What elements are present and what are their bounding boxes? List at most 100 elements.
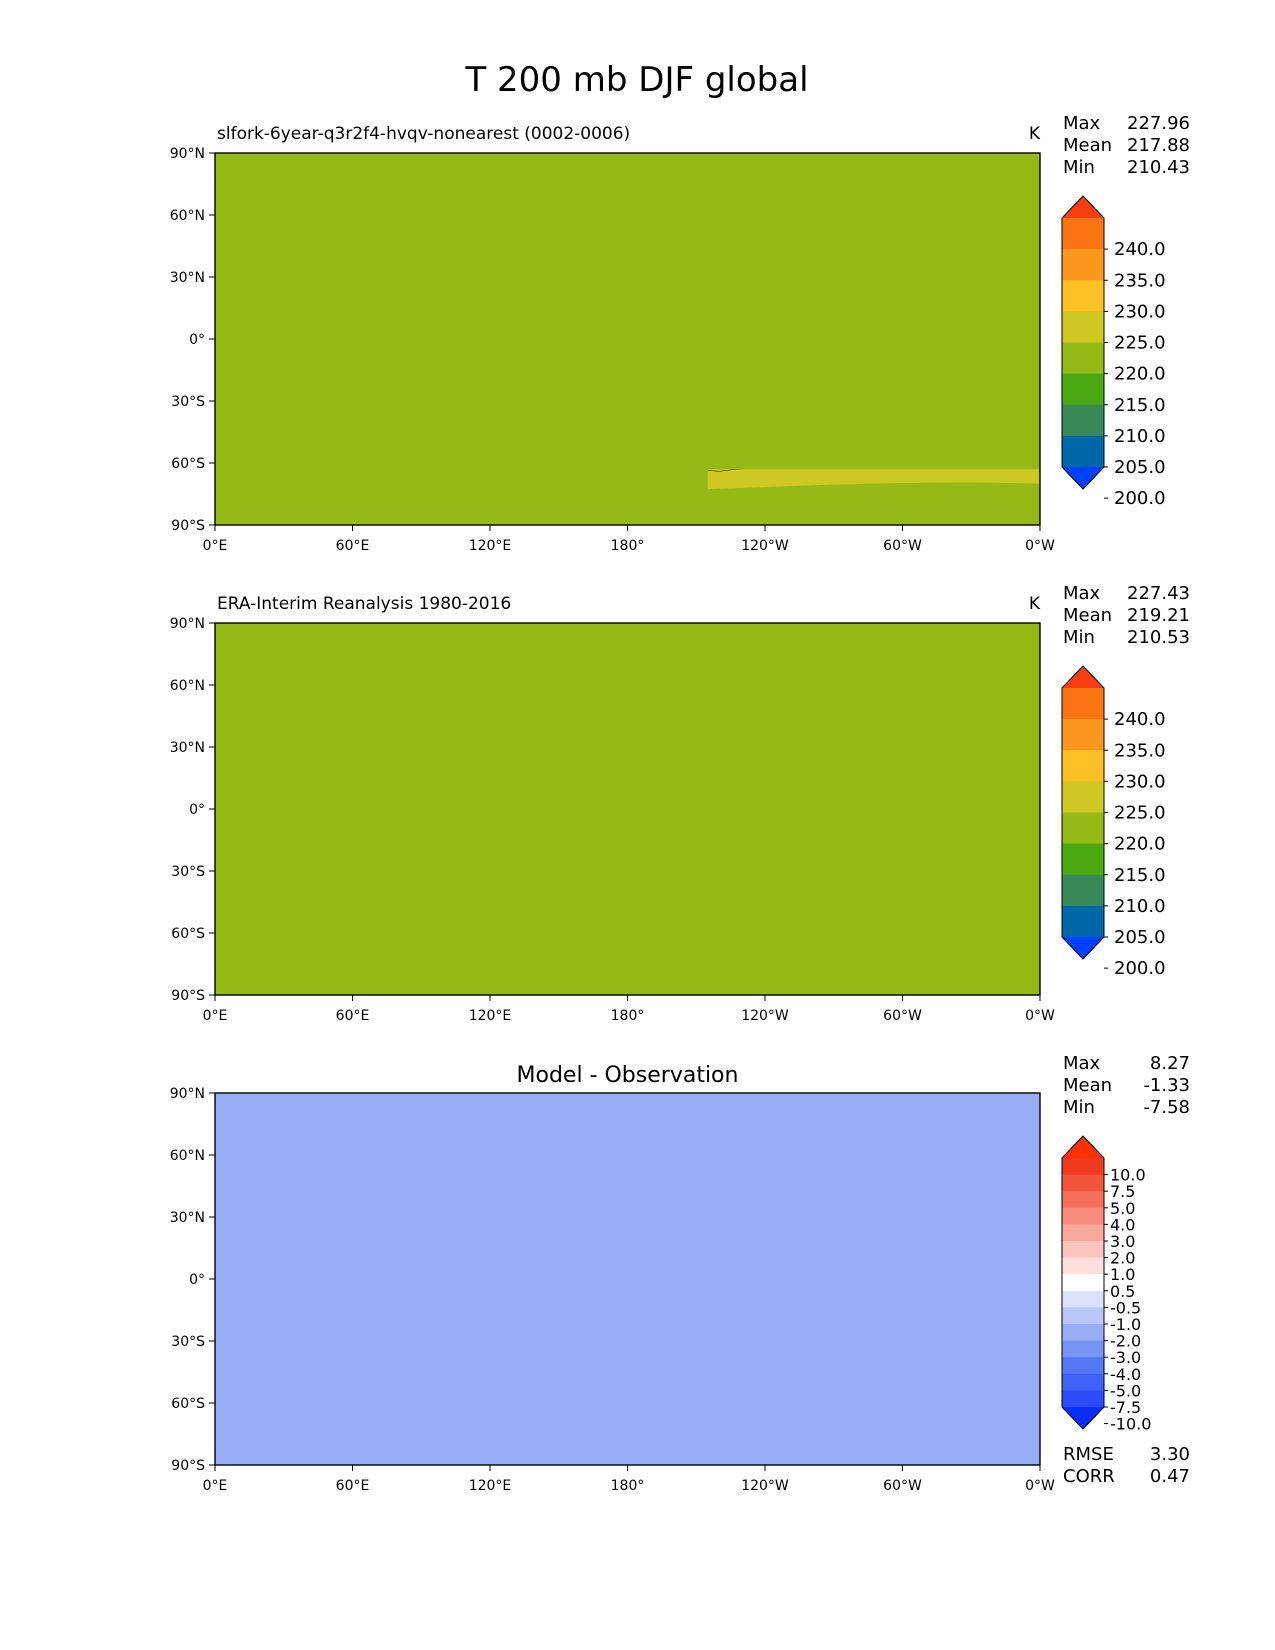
colorbar-segment [1062, 905, 1104, 938]
lon-tick-label: 120°W [741, 538, 789, 554]
colorbar-label: 220.0 [1114, 834, 1166, 855]
contour-field [707, 469, 1041, 490]
colorbar-label: 2.0 [1110, 1249, 1135, 1268]
colorbar-label: 230.0 [1114, 301, 1166, 322]
lat-tick-label: 30°N [170, 270, 205, 286]
lon-tick-label: 120°W [741, 1478, 789, 1494]
stat-value: 227.43 [1127, 583, 1190, 604]
colorbar-segment [1062, 719, 1104, 751]
lat-tick-label: 30°N [170, 1210, 205, 1226]
bottom-stat-label: RMSE [1063, 1444, 1114, 1465]
lat-tick-label: 60°S [171, 456, 205, 472]
colorbar-extend-bottom [1062, 1407, 1104, 1429]
stat-value: 227.96 [1127, 113, 1190, 134]
map-panel-2: 90°N 60°N 30°N 0° 30°S 60°S 90°S 0°E 60°E 120°E 18… [170, 583, 1190, 1024]
colorbar-label: 215.0 [1114, 395, 1166, 416]
stat-value: 210.53 [1127, 627, 1190, 648]
colorbar-label: 1.0 [1110, 1265, 1135, 1284]
lon-tick-label: 120°E [469, 538, 512, 554]
colorbar-label: 240.0 [1114, 709, 1166, 730]
lat-tick-label: 30°S [171, 394, 205, 410]
colorbar-extend-bottom [1062, 937, 1104, 959]
bottom-stat-value: 3.30 [1150, 1444, 1190, 1465]
colorbar-label: -2.0 [1110, 1332, 1141, 1351]
lon-tick-label: 120°W [741, 1008, 789, 1024]
lat-tick-label: 30°S [171, 1334, 205, 1350]
lon-tick-label: 60°E [336, 1478, 370, 1494]
colorbar-label: -4.0 [1110, 1365, 1141, 1384]
colorbar-label: 205.0 [1114, 927, 1166, 948]
lat-tick-label: 90°N [170, 146, 205, 162]
colorbar-extend-top [1062, 666, 1104, 688]
lon-tick-label: 180° [611, 1008, 645, 1024]
lon-tick-label: 120°E [469, 1478, 512, 1494]
panel-title: slfork-6year-q3r2f4-hvqv-nonearest (0002… [217, 124, 630, 144]
lon-tick-label: 0°E [203, 1008, 228, 1024]
colorbar-label: 220.0 [1114, 364, 1166, 385]
lat-tick-label: 90°S [171, 518, 205, 534]
colorbar-segment [1062, 342, 1104, 375]
colorbar-label: 240.0 [1114, 239, 1166, 260]
lon-tick-label: 0°W [1025, 1478, 1055, 1494]
colorbar-label: 225.0 [1114, 333, 1166, 354]
lon-tick-label: 180° [611, 538, 645, 554]
lat-tick-label: 30°S [171, 864, 205, 880]
colorbar-segment [1062, 1307, 1104, 1325]
colorbar-segment [1062, 1191, 1104, 1209]
colorbar-segment [1062, 280, 1104, 312]
colorbar-segment [1062, 1174, 1104, 1192]
stat-label: Min [1063, 627, 1095, 648]
colorbar-segment [1062, 218, 1104, 250]
lat-tick-label: 90°N [170, 1086, 205, 1102]
lon-tick-label: 60°E [336, 1008, 370, 1024]
lat-tick-label: 60°N [170, 1148, 205, 1164]
stat-value: -7.58 [1143, 1097, 1190, 1118]
stat-value: -1.33 [1143, 1075, 1190, 1096]
colorbar-label: -0.5 [1110, 1298, 1141, 1317]
lat-tick-label: 90°S [171, 1458, 205, 1474]
colorbar: 240.0 235.0 230.0 225.0 220.0 215.0 210.0 205.0… [1061, 665, 1166, 979]
colorbar-segment [1062, 1324, 1104, 1342]
colorbar-segment [1062, 1158, 1104, 1176]
colorbar-segment [1062, 1340, 1104, 1358]
colorbar-label: -10.0 [1110, 1415, 1151, 1434]
bottom-stat-label: CORR [1063, 1466, 1115, 1487]
colorbar-segment [1062, 750, 1104, 782]
map-panel-3: 90°N 60°N 30°N 0° 30°S 60°S 90°S 0°E 60°E 120°E 18… [170, 1053, 1190, 1494]
lon-tick-label: 120°E [469, 1008, 512, 1024]
colorbar-label: 230.0 [1114, 771, 1166, 792]
map-background-fill [215, 1093, 1040, 1465]
lat-tick-label: 0° [189, 802, 205, 818]
colorbar-label: -1.0 [1110, 1315, 1141, 1334]
colorbar-segment [1062, 311, 1104, 343]
lon-tick-label: 60°W [883, 1008, 922, 1024]
map-background-fill [215, 623, 1040, 995]
colorbar-extend-bottom [1062, 467, 1104, 489]
lat-tick-label: 0° [189, 332, 205, 348]
colorbar-segment [1062, 1357, 1104, 1375]
figure-title: T 200 mb DJF global [464, 60, 808, 100]
lon-tick-label: 60°W [883, 1478, 922, 1494]
stat-label: Mean [1063, 135, 1112, 156]
colorbar-label: 7.5 [1110, 1182, 1135, 1201]
colorbar-segment [1062, 1224, 1104, 1242]
lon-tick-label: 0°W [1025, 1008, 1055, 1024]
colorbar-segment [1062, 404, 1104, 437]
lon-tick-label: 180° [611, 1478, 645, 1494]
lat-tick-label: 30°N [170, 740, 205, 756]
stat-label: Max [1063, 583, 1101, 604]
colorbar-segment [1062, 874, 1104, 907]
lat-tick-label: 60°N [170, 208, 205, 224]
colorbar-segment [1062, 812, 1104, 845]
map-panel-1: 90°N 60°N 30°N 0° 30°S 60°S 90°S 0°E 60°E 120°E 18… [170, 113, 1190, 554]
colorbar-segment [1062, 781, 1104, 813]
stat-label: Mean [1063, 605, 1112, 626]
colorbar-segment [1062, 688, 1104, 720]
colorbar-extend-top [1062, 196, 1104, 218]
colorbar-segment [1062, 1274, 1104, 1292]
colorbar-label: 200.0 [1114, 958, 1166, 979]
stat-label: Max [1063, 113, 1101, 134]
lat-tick-label: 60°N [170, 678, 205, 694]
lon-tick-label: 0°E [203, 1478, 228, 1494]
